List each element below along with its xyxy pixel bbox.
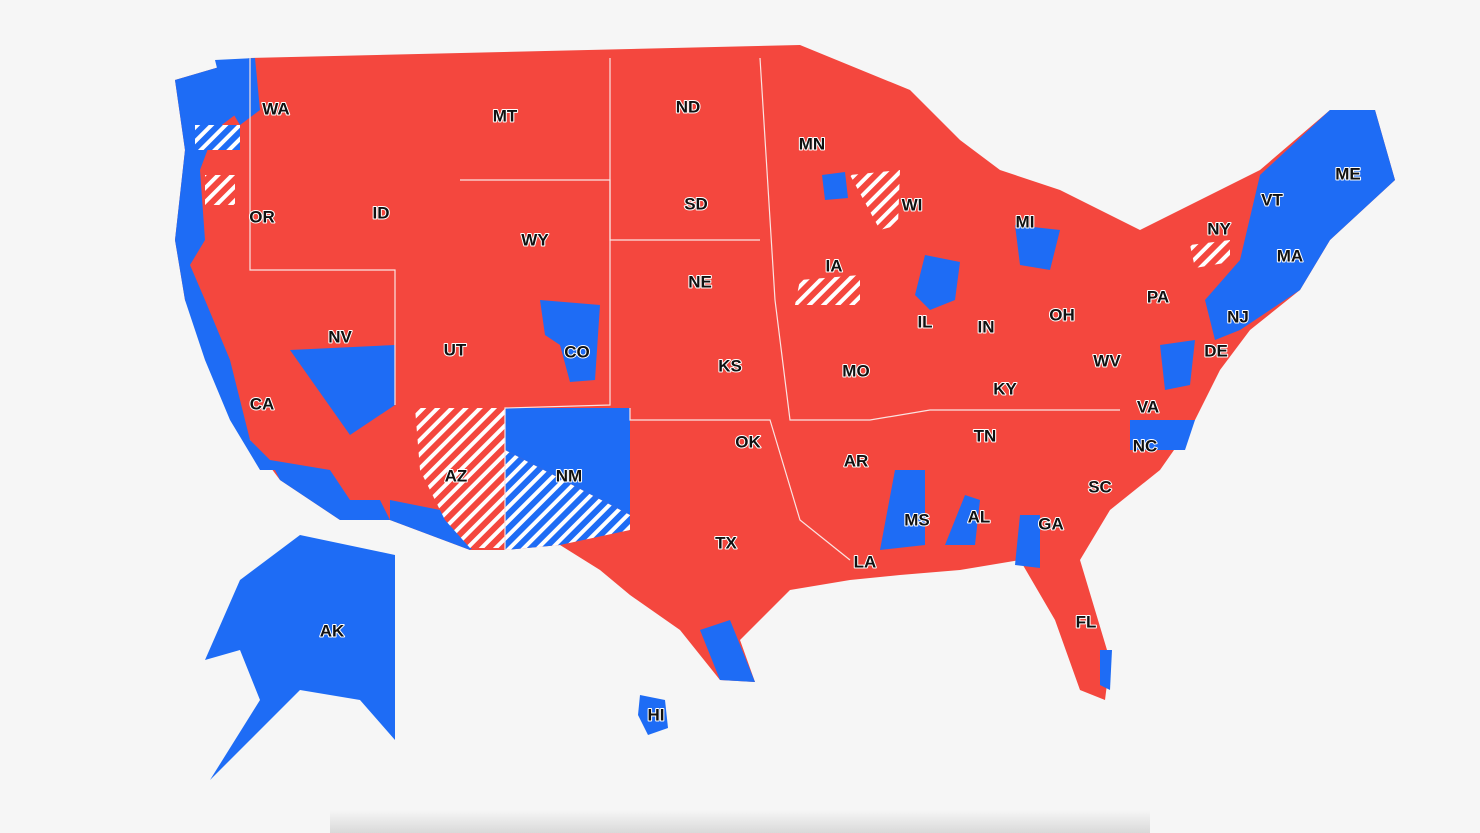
state-label: TX bbox=[715, 533, 737, 552]
az-toss-up bbox=[415, 408, 505, 548]
state-label: NY bbox=[1207, 219, 1231, 238]
state-label: PA bbox=[1147, 287, 1169, 306]
tx-south bbox=[700, 620, 755, 682]
va-blue bbox=[1160, 340, 1195, 390]
alaska bbox=[205, 535, 395, 780]
ny-toss-up bbox=[1190, 240, 1230, 268]
state-label: MN bbox=[799, 134, 825, 153]
state-labels: WA OR CA ID NV MT WY UT AZ CO NM ND SD NE KS OK TX MN IA MO… bbox=[248, 96, 1362, 725]
ms-blue bbox=[880, 470, 925, 550]
state-label: OK bbox=[735, 432, 761, 451]
state-label: MS bbox=[904, 510, 930, 529]
state-borders bbox=[759, 57, 1120, 421]
state-label: VA bbox=[1137, 397, 1159, 416]
state-label: IL bbox=[917, 312, 932, 331]
state-label: WI bbox=[902, 195, 923, 214]
nm-north bbox=[505, 408, 630, 515]
state-label: NV bbox=[328, 327, 352, 346]
state-label: MT bbox=[493, 106, 518, 125]
state-label: HI bbox=[648, 705, 665, 724]
state-label: UT bbox=[444, 340, 467, 359]
state-label: KY bbox=[993, 379, 1017, 398]
state-label: AZ bbox=[445, 466, 468, 485]
state-borders bbox=[629, 408, 851, 561]
nc-blue bbox=[1130, 420, 1195, 450]
state-label: NC bbox=[1133, 436, 1158, 455]
state-label: AK bbox=[320, 621, 345, 640]
state-label: AL bbox=[968, 507, 991, 526]
wa-toss-up bbox=[195, 125, 240, 150]
hawaii bbox=[638, 695, 668, 735]
state-label: AR bbox=[844, 451, 869, 470]
state-label: ME bbox=[1335, 164, 1361, 183]
state-label: GA bbox=[1038, 514, 1064, 533]
state-label: OH bbox=[1049, 305, 1075, 324]
state-label: WV bbox=[1093, 351, 1121, 370]
state-label: CA bbox=[250, 394, 275, 413]
state-label: IN bbox=[978, 317, 995, 336]
state-label: LA bbox=[854, 552, 877, 571]
state-label: ID bbox=[373, 203, 390, 222]
state-label: MO bbox=[842, 361, 869, 380]
state-borders bbox=[460, 179, 760, 241]
state-label: IA bbox=[826, 256, 843, 275]
az-south bbox=[390, 500, 475, 550]
state-label: NJ bbox=[1227, 307, 1249, 326]
detroit bbox=[1015, 225, 1060, 270]
ia-toss-up bbox=[795, 275, 860, 305]
state-label: KS bbox=[718, 356, 742, 375]
state-label: TN bbox=[974, 426, 997, 445]
state-label: VT bbox=[1261, 190, 1283, 209]
nv-south bbox=[290, 345, 395, 435]
mn-blue bbox=[822, 172, 848, 200]
state-label: MI bbox=[1016, 212, 1035, 231]
bottom-shadow bbox=[330, 810, 1150, 833]
state-label: CO bbox=[564, 342, 590, 361]
state-label: FL bbox=[1076, 612, 1097, 631]
wi-toss-up bbox=[850, 170, 900, 230]
state-label: SC bbox=[1088, 477, 1112, 496]
fl-blue bbox=[1100, 650, 1112, 690]
west-coast bbox=[175, 58, 280, 470]
chicago bbox=[915, 255, 960, 310]
seattle bbox=[215, 58, 260, 125]
state-label: OR bbox=[249, 207, 275, 226]
state-label: ND bbox=[676, 97, 701, 116]
state-label: NE bbox=[688, 272, 712, 291]
co-blue bbox=[540, 300, 600, 382]
state-label: DE bbox=[1204, 341, 1228, 360]
or-toss-up bbox=[205, 175, 235, 205]
state-label: NM bbox=[556, 466, 582, 485]
ga-blue bbox=[1015, 515, 1040, 568]
al-blue bbox=[945, 495, 980, 545]
state-label: MA bbox=[1277, 246, 1303, 265]
state-label: WY bbox=[521, 230, 549, 249]
state-label: SD bbox=[684, 194, 708, 213]
nm-toss-up bbox=[505, 450, 630, 550]
continental-us bbox=[175, 45, 1395, 700]
la-area bbox=[270, 460, 390, 520]
northeast bbox=[1205, 110, 1395, 340]
state-borders bbox=[249, 58, 396, 405]
state-label: WA bbox=[262, 99, 289, 118]
